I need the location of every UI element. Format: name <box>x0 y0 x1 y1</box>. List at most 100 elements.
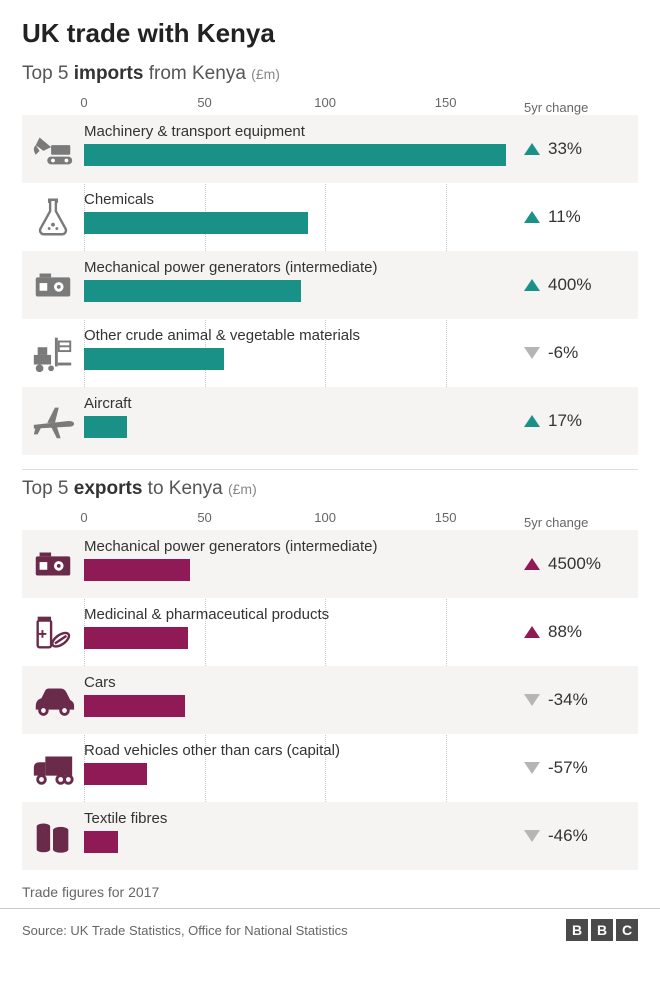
axis-tick: 100 <box>314 95 336 110</box>
bar-label: Road vehicles other than cars (capital) <box>84 742 518 759</box>
axis-labels: 050100150 <box>84 95 518 115</box>
main-title: UK trade with Kenya <box>22 18 638 49</box>
axis-tick: 150 <box>435 510 457 525</box>
bar-label: Mechanical power generators (intermediat… <box>84 259 518 276</box>
car-icon <box>22 666 84 734</box>
triangle-down-icon <box>524 694 540 706</box>
triangle-up-icon <box>524 279 540 291</box>
axis-tick: 0 <box>80 510 87 525</box>
change-value: 17% <box>548 411 582 431</box>
change-cell: 88% <box>518 598 638 666</box>
heading-pre: Top 5 <box>22 478 74 499</box>
excavator-icon <box>22 115 84 183</box>
data-row: Other crude animal & vegetable materials… <box>22 319 638 387</box>
bar-label: Chemicals <box>84 191 518 208</box>
bar <box>84 348 224 370</box>
change-cell: 33% <box>518 115 638 183</box>
bar <box>84 627 188 649</box>
bar <box>84 831 118 853</box>
triangle-down-icon <box>524 762 540 774</box>
data-row: Aircraft 17% <box>22 387 638 455</box>
footnote: Trade figures for 2017 <box>22 884 638 900</box>
bbc-logo-block: B <box>591 919 613 941</box>
bar <box>84 559 190 581</box>
data-row: Mechanical power generators (intermediat… <box>22 251 638 319</box>
bar-label: Cars <box>84 674 518 691</box>
data-row: Textile fibres -46% <box>22 802 638 870</box>
bbc-logo: BBC <box>566 919 638 941</box>
data-row: Medicinal & pharmaceutical products 88% <box>22 598 638 666</box>
heading-post: to Kenya <box>142 478 222 499</box>
medicine-icon <box>22 598 84 666</box>
triangle-up-icon <box>524 626 540 638</box>
bar <box>84 212 308 234</box>
bbc-logo-block: C <box>616 919 638 941</box>
heading-post: from Kenya <box>143 63 245 84</box>
change-value: -6% <box>548 343 578 363</box>
bar-label: Mechanical power generators (intermediat… <box>84 538 518 555</box>
rolls-icon <box>22 802 84 870</box>
data-row: Cars -34% <box>22 666 638 734</box>
bar-label: Textile fibres <box>84 810 518 827</box>
bar <box>84 280 301 302</box>
axis-tick: 0 <box>80 95 87 110</box>
change-cell: -34% <box>518 666 638 734</box>
change-value: 88% <box>548 622 582 642</box>
heading-bold: exports <box>74 478 143 499</box>
bar-label: Other crude animal & vegetable materials <box>84 327 518 344</box>
truck-icon <box>22 734 84 802</box>
axis-tick: 100 <box>314 510 336 525</box>
data-row: Chemicals 11% <box>22 183 638 251</box>
axis-tick: 150 <box>435 95 457 110</box>
aircraft-icon <box>22 387 84 455</box>
triangle-up-icon <box>524 211 540 223</box>
heading-bold: imports <box>74 63 144 84</box>
change-value: -34% <box>548 690 588 710</box>
data-row: Machinery & transport equipment 33% <box>22 115 638 183</box>
change-value: -57% <box>548 758 588 778</box>
bbc-logo-block: B <box>566 919 588 941</box>
axis-labels: 050100150 <box>84 510 518 530</box>
change-cell: 400% <box>518 251 638 319</box>
bar <box>84 763 147 785</box>
triangle-up-icon <box>524 558 540 570</box>
data-row: Road vehicles other than cars (capital) -… <box>22 734 638 802</box>
triangle-up-icon <box>524 415 540 427</box>
change-cell: 17% <box>518 387 638 455</box>
unit: (£m) <box>251 66 280 82</box>
bar <box>84 695 185 717</box>
change-cell: 11% <box>518 183 638 251</box>
triangle-down-icon <box>524 830 540 842</box>
change-value: 4500% <box>548 554 601 574</box>
triangle-up-icon <box>524 143 540 155</box>
forklift-icon <box>22 319 84 387</box>
axis-tick: 50 <box>197 510 211 525</box>
source-label: Source: UK Trade Statistics, Office for … <box>22 923 348 938</box>
change-cell: -6% <box>518 319 638 387</box>
section-divider <box>22 469 638 470</box>
change-value: -46% <box>548 826 588 846</box>
unit: (£m) <box>228 481 257 497</box>
change-value: 33% <box>548 139 582 159</box>
bar-label: Machinery & transport equipment <box>84 123 518 140</box>
bar <box>84 416 127 438</box>
change-header: 5yr change <box>518 100 638 115</box>
change-value: 400% <box>548 275 591 295</box>
data-row: Mechanical power generators (intermediat… <box>22 530 638 598</box>
bar <box>84 144 506 166</box>
heading-pre: Top 5 <box>22 63 74 84</box>
change-cell: 4500% <box>518 530 638 598</box>
change-cell: -57% <box>518 734 638 802</box>
bar-label: Aircraft <box>84 395 518 412</box>
exports-heading: Top 5 exports to Kenya (£m) <box>22 478 638 500</box>
change-cell: -46% <box>518 802 638 870</box>
triangle-down-icon <box>524 347 540 359</box>
flask-icon <box>22 183 84 251</box>
change-value: 11% <box>548 207 581 227</box>
footer: Source: UK Trade Statistics, Office for … <box>0 908 660 957</box>
generator-icon <box>22 530 84 598</box>
bar-label: Medicinal & pharmaceutical products <box>84 606 518 623</box>
imports-heading: Top 5 imports from Kenya (£m) <box>22 63 638 85</box>
axis-tick: 50 <box>197 95 211 110</box>
generator-icon <box>22 251 84 319</box>
